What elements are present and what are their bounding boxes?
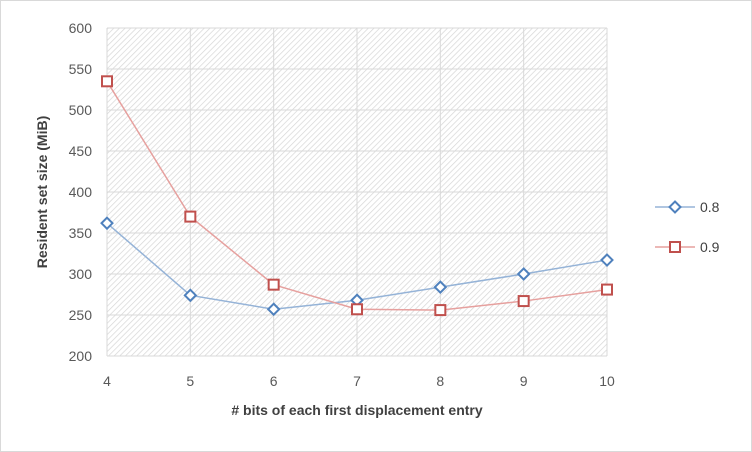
data-point (600, 253, 614, 267)
y-tick-label: 450 (69, 143, 93, 159)
series-0.8 (100, 216, 614, 317)
x-tick-label: 9 (520, 373, 528, 389)
data-point (433, 280, 448, 295)
y-tick-label: 550 (69, 61, 93, 77)
data-point (516, 267, 531, 281)
y-tick-label: 350 (69, 225, 93, 241)
legend-marker (668, 200, 682, 214)
legend-label: 0.9 (700, 239, 720, 255)
y-tick-label: 600 (69, 20, 93, 36)
data-point (183, 288, 198, 303)
legend-label: 0.8 (700, 199, 720, 215)
y-axis-ticks: 200 250 300 350 400 450 500 550 600 (69, 20, 93, 364)
y-tick-label: 200 (69, 348, 93, 364)
legend-item: 0.9 (655, 239, 720, 255)
data-point (100, 216, 114, 231)
data-point (601, 283, 613, 296)
legend-marker (669, 241, 681, 253)
series-layer (100, 75, 614, 317)
x-axis-ticks: 4 5 6 7 8 9 10 (103, 373, 615, 389)
data-point (184, 210, 197, 223)
y-tick-label: 500 (69, 102, 93, 118)
y-tick-label: 400 (69, 184, 93, 200)
x-tick-label: 4 (103, 373, 111, 389)
y-tick-label: 300 (69, 266, 93, 282)
legend: 0.8 0.9 (655, 199, 720, 255)
data-point (267, 278, 280, 291)
y-tick-label: 250 (69, 307, 93, 323)
data-point (266, 302, 281, 317)
data-point (517, 295, 530, 308)
x-tick-label: 6 (270, 373, 278, 389)
x-axis-title: # bits of each first displacement entry (231, 402, 483, 418)
x-tick-label: 10 (599, 373, 615, 389)
series-0.9 (101, 75, 613, 317)
x-tick-label: 8 (436, 373, 444, 389)
data-point (351, 303, 363, 316)
y-axis-title: Resident set size (MiB) (34, 116, 50, 268)
legend-item: 0.8 (655, 199, 720, 215)
data-point (101, 75, 113, 88)
x-tick-label: 5 (186, 373, 194, 389)
data-point (434, 304, 447, 317)
x-tick-label: 7 (353, 373, 361, 389)
